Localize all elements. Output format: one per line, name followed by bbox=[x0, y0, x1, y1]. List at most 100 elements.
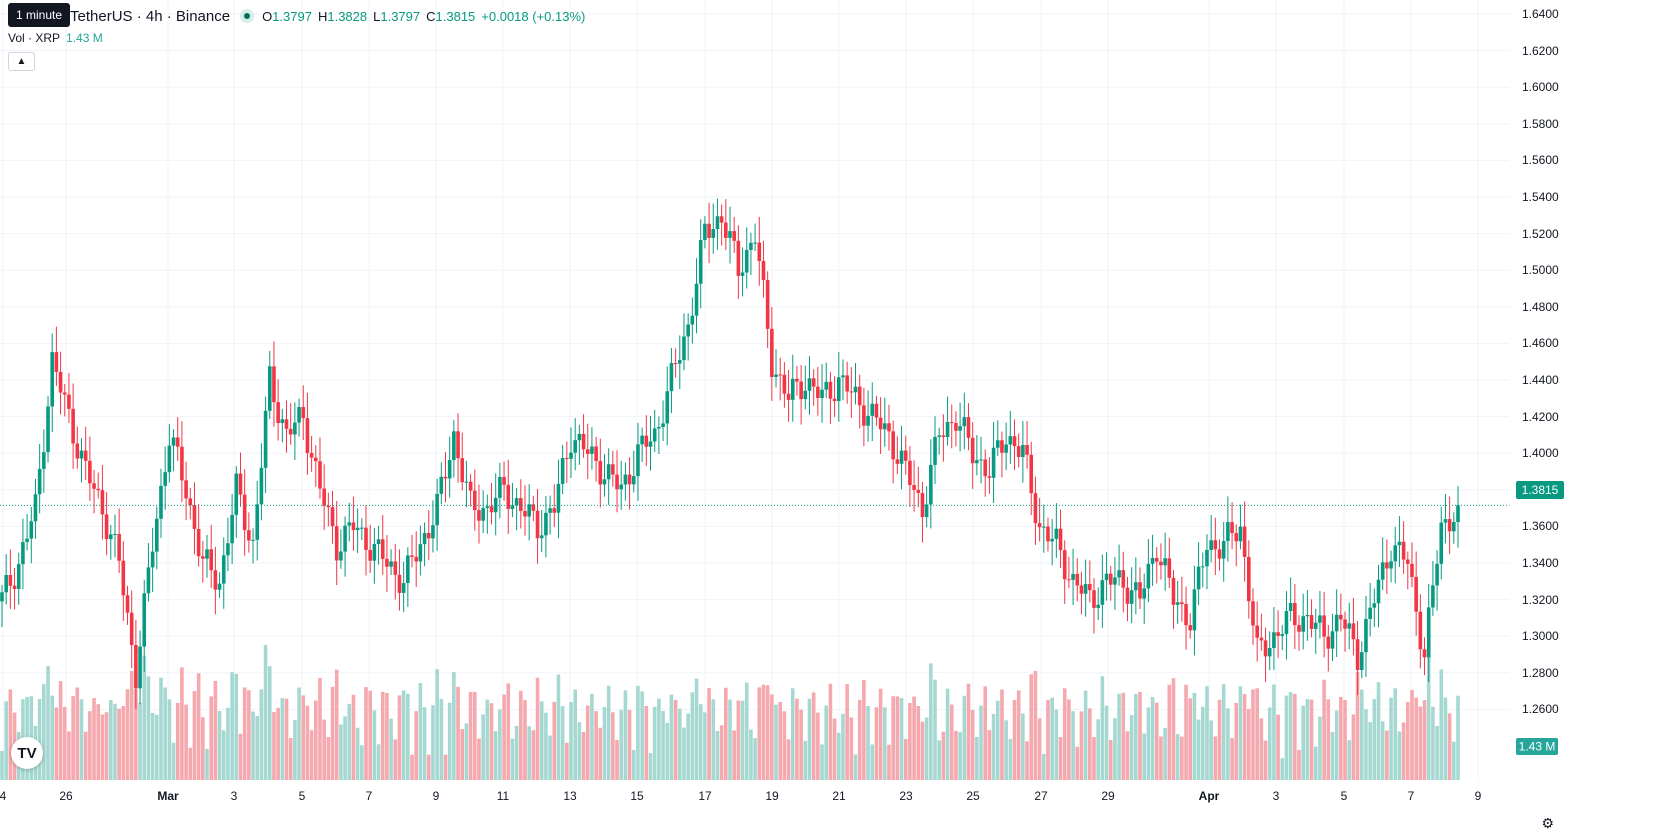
volume-bar bbox=[1050, 697, 1054, 780]
volume-bar bbox=[862, 679, 866, 780]
candle-body bbox=[58, 371, 63, 393]
candle-body bbox=[276, 402, 280, 424]
candle-body bbox=[598, 460, 603, 485]
candle-body bbox=[544, 512, 548, 536]
volume-bar bbox=[975, 736, 979, 780]
volume-bar bbox=[590, 693, 594, 780]
price-tick-label: 1.6200 bbox=[1522, 43, 1559, 58]
volume-bar bbox=[816, 712, 820, 780]
ohlc-low-key: L bbox=[373, 8, 381, 24]
candle-body bbox=[841, 375, 845, 378]
volume-bar bbox=[836, 732, 841, 780]
candle-body bbox=[975, 460, 979, 464]
candle-body bbox=[548, 508, 552, 513]
volume-bar bbox=[339, 724, 343, 780]
volume-bar bbox=[569, 702, 573, 780]
price-tick-label: 1.5000 bbox=[1522, 263, 1559, 278]
candle-body bbox=[431, 525, 435, 539]
candle-body bbox=[569, 452, 573, 459]
candle-body bbox=[309, 452, 314, 458]
candle-body bbox=[180, 446, 184, 481]
candle-body bbox=[385, 558, 389, 567]
candle-body bbox=[418, 544, 423, 562]
volume-bar bbox=[523, 699, 527, 780]
settings-gear-icon[interactable]: ⚙ bbox=[1541, 815, 1554, 831]
volume-bar bbox=[903, 738, 908, 780]
volume-bar bbox=[807, 698, 812, 780]
volume-bar bbox=[447, 702, 452, 780]
candle-body bbox=[393, 561, 398, 575]
volume-bar bbox=[778, 702, 783, 780]
candle-body bbox=[489, 506, 494, 513]
volume-bar bbox=[393, 739, 398, 780]
candle-body bbox=[970, 437, 975, 464]
symbol-title[interactable]: TetherUS · 4h · Binance bbox=[70, 7, 231, 25]
volume-bar bbox=[284, 698, 289, 780]
volume-bar bbox=[435, 669, 439, 780]
volume-bar bbox=[703, 712, 707, 780]
volume-bar bbox=[1251, 689, 1255, 780]
volume-bar bbox=[146, 676, 151, 780]
candle-body bbox=[1301, 616, 1305, 632]
volume-bar bbox=[75, 687, 80, 780]
candle-body bbox=[297, 407, 301, 423]
volume-bar bbox=[334, 669, 339, 780]
tradingview-logo-icon[interactable]: TV bbox=[11, 737, 43, 769]
candle-body bbox=[1380, 562, 1385, 580]
candle-body bbox=[895, 459, 900, 464]
volume-bar bbox=[1154, 702, 1159, 780]
candle-body bbox=[1309, 615, 1314, 629]
time-tick-label: 23 bbox=[899, 789, 913, 803]
candle-body bbox=[786, 393, 791, 400]
time-tick-label: 29 bbox=[1101, 789, 1115, 803]
volume-bar bbox=[171, 742, 176, 780]
candle-body bbox=[903, 450, 908, 461]
volume-bar bbox=[1247, 708, 1251, 780]
candle-body bbox=[1326, 636, 1331, 649]
volume-bar bbox=[1004, 720, 1008, 780]
volume-bar bbox=[1318, 716, 1322, 780]
candle-body bbox=[1138, 582, 1142, 599]
volume-bar bbox=[615, 740, 619, 780]
candle-body bbox=[209, 549, 213, 571]
candle-body bbox=[966, 417, 971, 438]
candle-body bbox=[33, 494, 38, 522]
candle-body bbox=[539, 535, 544, 539]
volume-bar bbox=[853, 754, 858, 780]
candle-body bbox=[857, 386, 862, 406]
candle-body bbox=[192, 505, 197, 529]
volume-bar bbox=[690, 692, 695, 780]
volume-bar bbox=[255, 715, 260, 780]
candle-body bbox=[1163, 558, 1167, 566]
candle-body bbox=[749, 242, 753, 250]
candle-body bbox=[983, 459, 988, 477]
candle-body bbox=[1188, 625, 1193, 631]
volume-bar bbox=[1322, 679, 1326, 780]
volume-bar bbox=[1062, 688, 1067, 780]
candle-body bbox=[577, 433, 582, 441]
ohlc-low-value: 1.3797 bbox=[380, 8, 421, 24]
candle-body bbox=[1251, 601, 1255, 626]
collapse-legend-button[interactable]: ▲ bbox=[8, 52, 35, 71]
candle-body bbox=[698, 239, 703, 284]
candle-body bbox=[1230, 522, 1234, 534]
candle-body bbox=[1104, 573, 1109, 581]
candle-body bbox=[472, 490, 477, 511]
candle-body bbox=[142, 593, 147, 647]
candle-body bbox=[125, 595, 130, 613]
volume-bar bbox=[372, 710, 377, 780]
volume-bar bbox=[640, 691, 644, 780]
time-tick-label: 13 bbox=[563, 789, 577, 803]
candle-body bbox=[1355, 639, 1360, 671]
volume-bar bbox=[677, 708, 682, 780]
volume-bar bbox=[995, 700, 1000, 780]
volume-bar bbox=[343, 716, 347, 780]
candle-body bbox=[1276, 632, 1280, 636]
candle-body bbox=[870, 403, 875, 416]
volume-bar bbox=[1418, 706, 1423, 780]
candle-body bbox=[1050, 538, 1054, 542]
candle-body bbox=[523, 510, 527, 517]
volume-bar bbox=[715, 731, 720, 780]
candle-body bbox=[1033, 493, 1038, 524]
